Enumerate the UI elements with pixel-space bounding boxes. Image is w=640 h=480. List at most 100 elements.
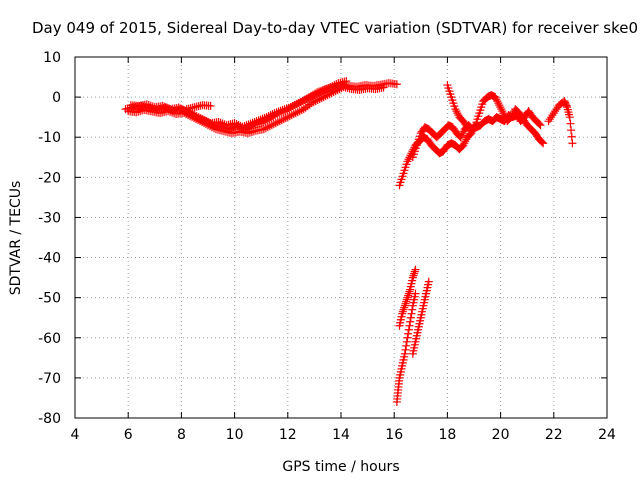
data-point-marker: [279, 115, 288, 124]
data-point-marker: [408, 273, 417, 282]
data-point-marker: [273, 118, 282, 127]
data-point-marker: [291, 109, 300, 118]
data-point-marker: [249, 127, 258, 136]
data-point-marker: [401, 299, 410, 308]
data-point-marker: [320, 86, 329, 95]
data-point-marker: [176, 104, 185, 113]
x-tick-label: 24: [598, 427, 616, 443]
data-point-marker: [265, 122, 274, 131]
data-point-marker: [192, 112, 201, 121]
x-tick-label: 8: [177, 427, 186, 443]
data-point-marker: [275, 117, 284, 126]
data-point-marker: [403, 333, 412, 342]
data-point-marker: [392, 80, 401, 89]
data-point-marker: [329, 88, 338, 97]
data-point-marker: [399, 305, 408, 314]
data-point-marker: [333, 86, 342, 95]
data-point-marker: [323, 91, 332, 100]
data-point-marker: [174, 103, 183, 112]
data-point-marker: [242, 121, 251, 130]
data-point-marker: [300, 96, 309, 105]
data-point-marker: [160, 102, 169, 111]
chart-title: Day 049 of 2015, Sidereal Day-to-day VTE…: [32, 19, 638, 37]
data-point-marker: [272, 108, 281, 117]
data-point-marker: [306, 93, 315, 102]
data-point-marker: [270, 109, 279, 118]
data-point-marker: [379, 83, 388, 92]
data-point-marker: [335, 85, 344, 94]
data-point-marker: [549, 109, 558, 118]
data-point-marker: [194, 113, 203, 122]
data-point-marker: [261, 124, 270, 133]
y-tick-label: -80: [38, 411, 61, 427]
data-point-marker: [456, 133, 465, 142]
series-ske0-track-c: [126, 77, 351, 131]
data-point-marker: [256, 115, 265, 124]
series-ske0-track-e: [395, 129, 476, 190]
data-point-marker: [315, 95, 324, 104]
series-ske0-track-g: [443, 81, 548, 148]
data-point-marker: [252, 117, 261, 126]
data-point-marker: [136, 107, 145, 116]
data-point-marker: [331, 87, 340, 96]
series-ske0-track-j: [408, 277, 433, 358]
data-point-marker: [458, 129, 467, 138]
data-point-marker: [548, 111, 557, 120]
series-ske0-track-k: [544, 97, 577, 148]
data-point-marker: [325, 90, 334, 99]
data-point-marker: [400, 301, 409, 310]
y-tick-label: 10: [43, 50, 61, 66]
data-point-marker: [568, 139, 577, 148]
data-point-marker: [459, 141, 468, 150]
data-point-marker: [398, 307, 407, 316]
data-point-marker: [404, 289, 413, 298]
data-point-marker: [246, 119, 255, 128]
data-point-marker: [406, 317, 415, 326]
data-point-marker: [507, 113, 516, 122]
y-tick-label: -10: [38, 130, 61, 146]
data-point-marker: [250, 117, 259, 126]
data-point-marker: [294, 99, 303, 108]
data-point-marker: [402, 295, 411, 304]
x-tick-label: 4: [71, 427, 80, 443]
series-ske0-track-d: [182, 101, 215, 114]
data-point-marker: [260, 113, 269, 122]
series-ske0-track-i: [395, 265, 420, 330]
x-tick-label: 12: [279, 427, 297, 443]
data-point-marker: [230, 119, 239, 128]
data-point-marker: [562, 101, 571, 110]
data-point-marker: [321, 92, 330, 101]
grid-layer: [75, 57, 607, 418]
data-point-marker: [288, 102, 297, 111]
series-ske0-track-h: [392, 289, 420, 406]
data-point-marker: [290, 101, 299, 110]
data-point-marker: [318, 87, 327, 96]
data-point-marker: [408, 305, 417, 314]
data-point-marker: [200, 116, 209, 125]
data-point-marker: [132, 108, 141, 117]
data-point-marker: [404, 155, 413, 164]
data-point-marker: [284, 103, 293, 112]
data-point-marker: [298, 97, 307, 106]
data-point-marker: [190, 111, 199, 120]
x-tick-label: 18: [438, 427, 456, 443]
data-point-marker: [493, 97, 502, 106]
data-point-marker: [216, 118, 225, 127]
data-point-marker: [283, 113, 292, 122]
data-point-marker: [469, 123, 478, 132]
data-point-marker: [267, 121, 276, 130]
data-point-marker: [405, 321, 414, 330]
data-point-marker: [402, 337, 411, 346]
data-point-marker: [245, 128, 254, 137]
data-point-marker: [566, 119, 575, 128]
data-point-marker: [198, 115, 207, 124]
data-point-marker: [535, 120, 544, 129]
data-point-marker: [238, 122, 247, 131]
tick-layer: [74, 56, 608, 419]
data-point-marker: [403, 293, 412, 302]
x-tick-label: 10: [226, 427, 244, 443]
data-point-marker: [567, 126, 576, 135]
data-point-marker: [332, 80, 341, 89]
data-point-marker: [263, 123, 272, 132]
data-point-marker: [508, 111, 517, 120]
